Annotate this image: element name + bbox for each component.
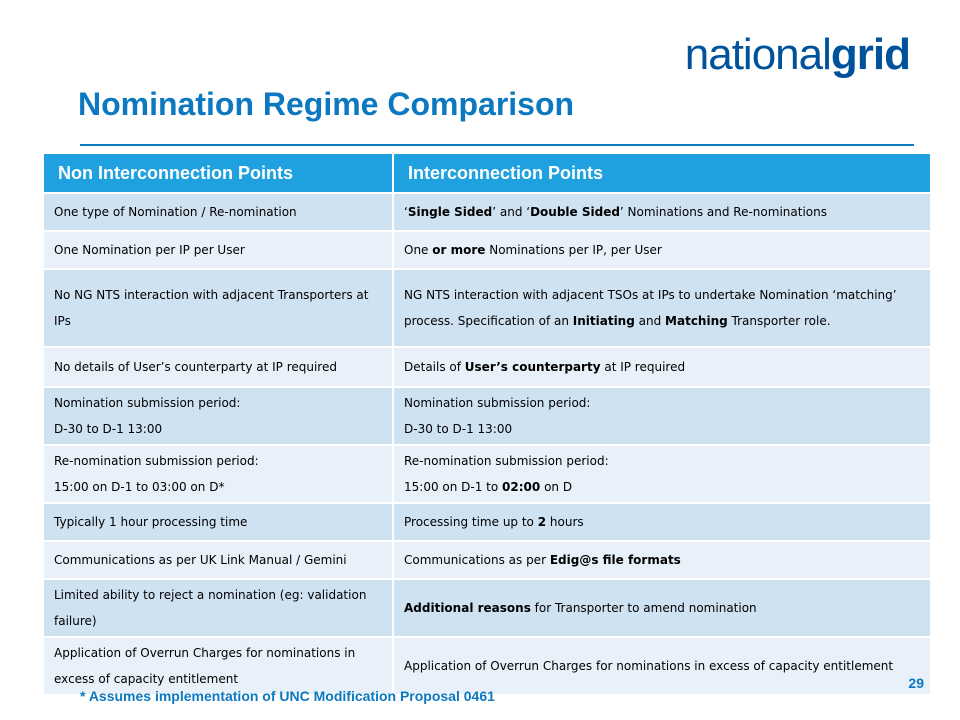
- table-header-row: Non Interconnection Points Interconnecti…: [44, 154, 932, 194]
- non-ip-cell: Nomination submission period: D-30 to D-1…: [44, 387, 394, 446]
- non-ip-cell: Application of Overrun Charges for nomin…: [44, 637, 394, 696]
- table-row: No NG NTS interaction with adjacent Tran…: [44, 269, 932, 348]
- table-row: One type of Nomination / Re-nomination ‘S…: [44, 193, 932, 232]
- ip-cell: Processing time up to 2 hours: [393, 503, 932, 542]
- table-row: Nomination submission period: D-30 to D-1…: [44, 387, 932, 446]
- non-ip-cell: No NG NTS interaction with adjacent Tran…: [44, 269, 394, 348]
- table-row: No details of User’s counterparty at IP …: [44, 347, 932, 388]
- non-ip-cell: Re-nomination submission period: 15:00 on…: [44, 445, 394, 504]
- non-ip-cell: One Nomination per IP per User: [44, 231, 394, 270]
- header-non-interconnection: Non Interconnection Points: [44, 154, 394, 194]
- ip-cell: One or more Nominations per IP, per User: [393, 231, 932, 270]
- nationalgrid-logo: nationalgrid: [684, 30, 911, 80]
- slide-title: Nomination Regime Comparison: [78, 86, 575, 122]
- non-ip-cell: Limited ability to reject a nomination (…: [44, 579, 394, 638]
- title-divider: [80, 144, 914, 146]
- table-row: Communications as per UK Link Manual / G…: [44, 541, 932, 580]
- footnote: * Assumes implementation of UNC Modifica…: [80, 688, 495, 704]
- non-ip-cell: Communications as per UK Link Manual / G…: [44, 541, 394, 580]
- ip-cell: Communications as per Edig@s file format…: [393, 541, 932, 580]
- non-ip-cell: One type of Nomination / Re-nomination: [44, 193, 394, 232]
- header-interconnection: Interconnection Points: [393, 154, 932, 194]
- table-row: Limited ability to reject a nomination (…: [44, 579, 932, 638]
- comparison-table: Non Interconnection Points Interconnecti…: [44, 154, 932, 696]
- table-row: One Nomination per IP per User One or mor…: [44, 231, 932, 270]
- ip-cell: ‘Single Sided’ and ‘Double Sided’ Nomina…: [393, 193, 932, 232]
- ip-cell: Additional reasons for Transporter to am…: [393, 579, 932, 638]
- page-number: 29: [908, 675, 924, 691]
- ip-cell: Details of User’s counterparty at IP req…: [393, 347, 932, 388]
- logo-regular-text: national: [684, 30, 832, 79]
- table-row: Application of Overrun Charges for nomin…: [44, 637, 932, 696]
- non-ip-cell: No details of User’s counterparty at IP …: [44, 347, 394, 388]
- non-ip-cell: Typically 1 hour processing time: [44, 503, 394, 542]
- table-row: Typically 1 hour processing time Processi…: [44, 503, 932, 542]
- ip-cell: Re-nomination submission period: 15:00 on…: [393, 445, 932, 504]
- ip-cell: NG NTS interaction with adjacent TSOs at…: [393, 269, 932, 348]
- table-row: Re-nomination submission period: 15:00 on…: [44, 445, 932, 504]
- table-body: One type of Nomination / Re-nomination ‘S…: [44, 193, 932, 696]
- ip-cell: Nomination submission period: D-30 to D-1…: [393, 387, 932, 446]
- ip-cell: Application of Overrun Charges for nomin…: [393, 637, 932, 696]
- logo-bold-text: grid: [830, 30, 911, 79]
